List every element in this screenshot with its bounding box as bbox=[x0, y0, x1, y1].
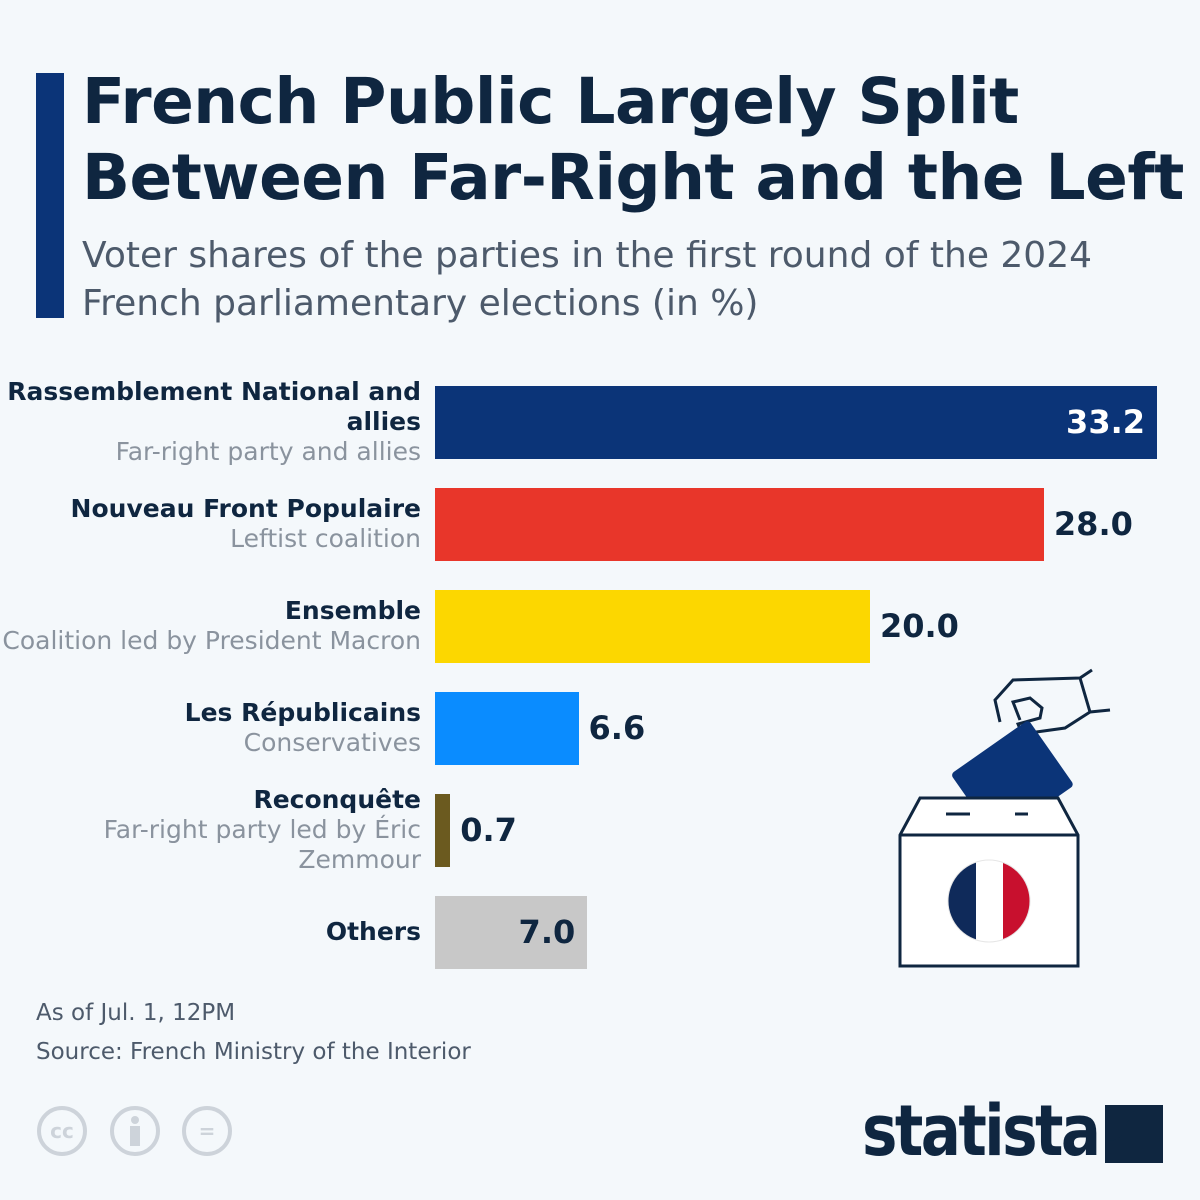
party-description: Far-right party and allies bbox=[115, 437, 421, 466]
party-name: Nouveau Front Populaire bbox=[70, 494, 421, 523]
party-description: Coalition led by President Macron bbox=[2, 626, 421, 655]
statista-logo[interactable]: statista bbox=[862, 1090, 1101, 1172]
bar bbox=[435, 488, 1044, 561]
cc-icon: cc bbox=[37, 1106, 87, 1156]
ballot-box-illustration bbox=[898, 668, 1111, 968]
party-name: Ensemble bbox=[284, 596, 421, 625]
category-label: Rassemblement National and allies Far-rig… bbox=[0, 377, 421, 467]
category-label: Nouveau Front Populaire Leftist coalition bbox=[71, 494, 421, 554]
value-label: 33.2 bbox=[1066, 403, 1145, 441]
category-label: Les Républicains Conservatives bbox=[185, 698, 421, 758]
category-label: Ensemble Coalition led by President Macro… bbox=[2, 596, 421, 656]
party-description: Conservatives bbox=[243, 728, 421, 757]
chart-subtitle: Voter shares of the parties in the first… bbox=[82, 235, 1093, 324]
party-name: Rassemblement National and allies bbox=[7, 377, 421, 436]
hand-icon bbox=[993, 668, 1111, 736]
party-name: Reconquête bbox=[253, 785, 421, 814]
value-label: 0.7 bbox=[460, 811, 517, 849]
value-label: 6.6 bbox=[588, 709, 646, 747]
date-note: As of Jul. 1, 12PM bbox=[36, 1000, 236, 1026]
value-label: 20.0 bbox=[879, 607, 959, 645]
category-label: Others bbox=[326, 917, 421, 947]
source-note: Source: French Ministry of the Interior bbox=[36, 1039, 471, 1065]
no-derivatives-icon: = bbox=[182, 1106, 232, 1156]
chart-title: French Public Largely Split Between Far-… bbox=[82, 65, 1184, 214]
party-name: Les Républicains bbox=[184, 698, 421, 727]
party-description: Far-right party led by Éric Zemmour bbox=[103, 815, 421, 874]
category-label: Reconquête Far-right party led by Éric Ze… bbox=[0, 785, 421, 875]
bar bbox=[435, 896, 588, 969]
value-label: 28.0 bbox=[1053, 505, 1133, 543]
statista-logo-icon bbox=[1105, 1105, 1163, 1163]
value-label: 7.0 bbox=[518, 913, 576, 951]
party-name: Others bbox=[325, 917, 421, 946]
attribution-icon bbox=[110, 1106, 160, 1156]
title-accent-bar bbox=[36, 73, 64, 318]
bar bbox=[435, 794, 451, 867]
bar bbox=[435, 692, 579, 765]
party-description: Leftist coalition bbox=[230, 524, 421, 553]
bar bbox=[435, 386, 1157, 459]
bar bbox=[435, 590, 870, 663]
